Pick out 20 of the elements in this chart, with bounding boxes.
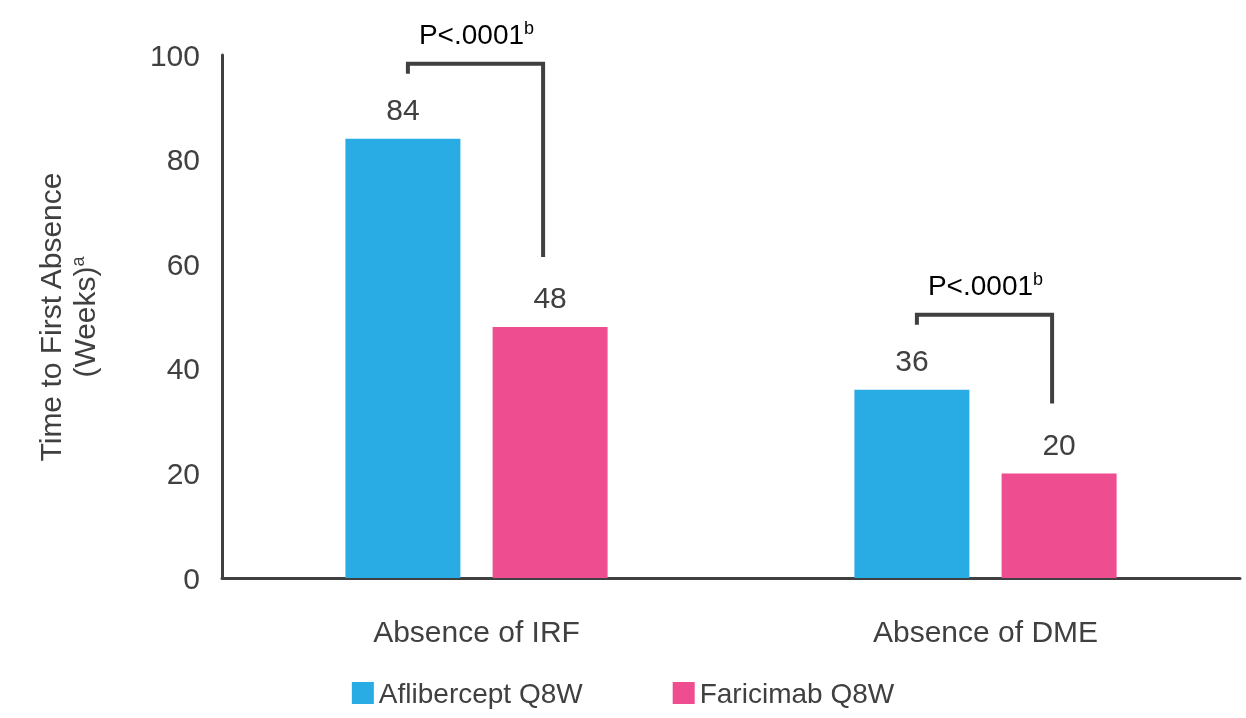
data-label: 36 [895, 344, 929, 378]
legend-label: Aflibercept Q8W [378, 677, 584, 709]
y-tick-label: 40 [166, 352, 200, 386]
y-tick-label: 100 [149, 38, 200, 72]
data-label: 84 [386, 93, 420, 127]
y-tick-label: 0 [183, 561, 200, 595]
legend-label: Faricimab Q8W [699, 677, 895, 709]
bar [345, 138, 461, 578]
y-tick-label: 20 [166, 456, 200, 490]
y-tick-label: 80 [166, 143, 200, 177]
data-label: 20 [1042, 427, 1076, 461]
y-tick-label: 60 [166, 247, 200, 281]
data-label: 48 [533, 281, 567, 315]
text: P<.0001$^{b}$ [418, 17, 535, 51]
bar [854, 389, 970, 578]
annotation: P<.0001$^{b}$ [927, 268, 1044, 303]
x-tick-label: Absence of IRF [373, 614, 580, 648]
bar [1001, 473, 1117, 578]
x-tick-label: Absence of DME [872, 614, 1099, 648]
bar [492, 326, 608, 578]
